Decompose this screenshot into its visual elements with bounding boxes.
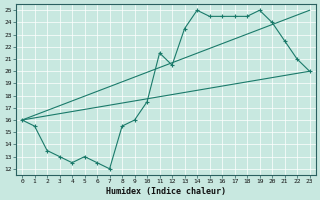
X-axis label: Humidex (Indice chaleur): Humidex (Indice chaleur) (106, 187, 226, 196)
